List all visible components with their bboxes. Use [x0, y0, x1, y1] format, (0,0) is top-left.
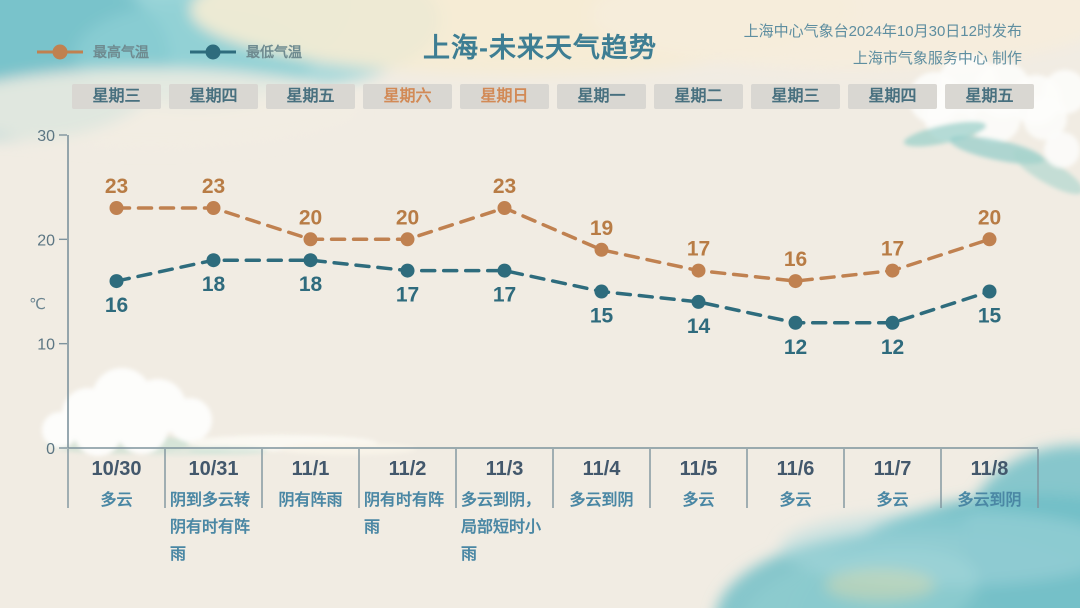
low-temp-point [206, 253, 221, 268]
high-temp-point [885, 263, 900, 278]
forecast-column: 10/31 阴到多云转阴有时有阵雨 [165, 456, 262, 568]
forecast-column: 11/5 多云 [650, 456, 747, 568]
high-temp-value: 17 [687, 238, 710, 261]
forecast-weather: 多云 [876, 492, 909, 509]
forecast-weather: 多云 [682, 492, 715, 509]
high-temp-value: 20 [299, 206, 322, 229]
low-temp-point [885, 315, 900, 330]
forecast-column: 11/1 阴有阵雨 [262, 456, 359, 568]
forecast-date: 10/30 [91, 458, 142, 480]
low-temp-value: 15 [590, 305, 614, 328]
weekday-chip: 星期三 [751, 84, 840, 109]
low-temp-value: 17 [493, 284, 516, 307]
forecast-date: 10/31 [188, 458, 239, 480]
low-temp-value: 17 [396, 284, 419, 307]
high-temp-line [114, 206, 992, 283]
forecast-column: 11/8 多云到阴 [941, 456, 1038, 568]
low-temp-value: 16 [105, 294, 128, 317]
low-temp-value: 18 [299, 273, 323, 296]
forecast-weather: 多云到阴，局部短时小雨 [461, 492, 542, 563]
high-temp-point [303, 232, 318, 247]
high-temp-value: 16 [784, 248, 807, 271]
low-temp-point [497, 263, 512, 278]
forecast-weather: 阴有时有阵雨 [364, 492, 445, 536]
high-temp-value: 19 [590, 217, 613, 240]
y-tick-label: 0 [46, 441, 55, 458]
forecast-date: 11/5 [679, 458, 718, 480]
high-temp-value: 23 [202, 175, 225, 198]
forecast-column: 11/3 多云到阴，局部短时小雨 [456, 456, 553, 568]
forecast-weather: 多云到阴 [569, 492, 634, 509]
high-temp-value: 23 [105, 175, 128, 198]
low-temp-point [109, 274, 124, 289]
forecast-date: 11/4 [582, 458, 621, 480]
high-temp-value: 17 [881, 238, 904, 261]
forecast-column: 11/6 多云 [747, 456, 844, 568]
low-temp-point [400, 263, 415, 278]
y-tick-label: 30 [37, 128, 55, 145]
high-temp-point [400, 232, 415, 247]
weekday-chip: 星期六 [363, 84, 452, 109]
high-temp-value: 20 [978, 206, 1001, 229]
forecast-date: 11/1 [291, 458, 330, 480]
weekday-chip: 星期日 [460, 84, 549, 109]
high-temp-point [788, 274, 803, 289]
y-tick-label: 20 [37, 232, 55, 249]
low-temp-point [691, 294, 706, 309]
high-temp-point [109, 201, 124, 215]
forecast-weather: 阴有阵雨 [278, 492, 343, 509]
forecast-column: 11/2 阴有时有阵雨 [359, 456, 456, 568]
forecast-date: 11/6 [776, 458, 815, 480]
high-temp-point [982, 232, 997, 247]
high-temp-value: 20 [396, 206, 419, 229]
high-temp-point [497, 201, 512, 215]
forecast-date: 11/8 [970, 458, 1009, 480]
forecast-weather: 多云到阴 [957, 492, 1022, 509]
low-temp-line [114, 258, 992, 325]
forecast-date: 11/3 [485, 458, 524, 480]
forecast-column: 11/7 多云 [844, 456, 941, 568]
low-temp-value: 12 [784, 336, 807, 359]
low-temp-value: 18 [202, 273, 226, 296]
forecast-date: 11/2 [388, 458, 427, 480]
forecast-column: 11/4 多云到阴 [553, 456, 650, 568]
low-temp-point [594, 284, 609, 299]
y-tick-label: 10 [37, 337, 55, 354]
weekday-chip: 星期一 [557, 84, 646, 109]
forecast-weather: 多云 [100, 492, 133, 509]
low-temp-point [303, 253, 318, 268]
high-temp-point [594, 242, 609, 257]
forecast-date: 11/7 [873, 458, 912, 480]
low-temp-point [982, 284, 997, 299]
forecast-weather: 多云 [779, 492, 812, 509]
forecast-weather: 阴到多云转阴有时有阵雨 [170, 492, 251, 563]
forecast-table: 10/30 多云 10/31 阴到多云转阴有时有阵雨 11/1 阴有阵雨 11/2 阴有时有阵… [68, 456, 1038, 568]
forecast-column: 10/30 多云 [68, 456, 165, 568]
weekday-chip: 星期二 [654, 84, 743, 109]
low-temp-value: 15 [978, 305, 1002, 328]
high-temp-point [206, 201, 221, 215]
y-axis-unit: ℃ [29, 296, 46, 313]
low-temp-value: 12 [881, 336, 904, 359]
low-temp-point [788, 315, 803, 330]
high-temp-point [691, 263, 706, 278]
high-temp-value: 23 [493, 175, 516, 198]
low-temp-value: 14 [687, 315, 711, 338]
